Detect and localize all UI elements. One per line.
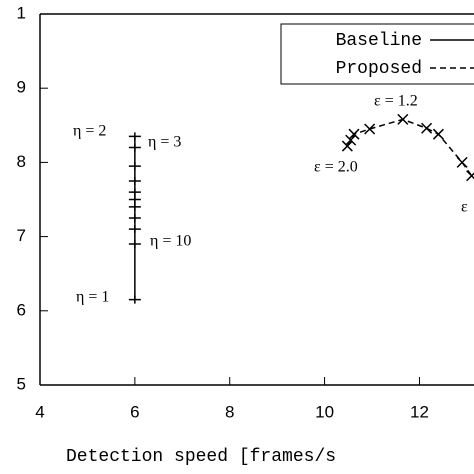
marker <box>128 240 141 249</box>
legend-label: Baseline <box>336 31 422 51</box>
x-tick-label: 10 <box>315 402 334 421</box>
marker <box>128 176 141 185</box>
marker <box>341 140 353 152</box>
y-tick-label: 6 <box>17 300 26 319</box>
marker <box>432 128 444 140</box>
annotation: η = 1 <box>76 289 109 306</box>
marker <box>421 122 433 134</box>
annotation: ε = 1.2 <box>374 93 418 110</box>
legend-label: Proposed <box>336 59 422 79</box>
marker <box>348 128 360 140</box>
x-tick-label: 8 <box>225 402 234 421</box>
plot-area <box>128 113 474 304</box>
marker <box>128 132 141 141</box>
annotation: η = 3 <box>148 134 181 151</box>
x-tick-label: 6 <box>130 402 139 421</box>
x-tick-label: 12 <box>410 402 429 421</box>
marker <box>128 143 141 152</box>
marker <box>128 188 141 197</box>
annotation: η = 10 <box>150 233 191 250</box>
marker <box>345 134 357 146</box>
y-tick-label: 8 <box>17 152 26 171</box>
marker <box>128 225 141 234</box>
annotation: η = 2 <box>73 123 106 140</box>
x-axis-label: Detection speed [frames/s <box>66 447 336 467</box>
marker <box>397 113 409 125</box>
marker <box>128 214 141 223</box>
marker <box>128 202 141 211</box>
y-tick-label: 1 <box>17 3 26 22</box>
annotation: ε <box>461 199 468 216</box>
y-tick-label: 7 <box>17 226 26 245</box>
marker <box>128 195 141 204</box>
series-line <box>346 118 473 177</box>
marker <box>456 156 468 168</box>
legend-box <box>280 23 474 85</box>
marker <box>128 295 141 304</box>
marker <box>128 162 141 171</box>
marker <box>364 123 376 135</box>
annotation: ε = 2.0 <box>314 159 358 176</box>
y-tick-label: 5 <box>17 374 26 393</box>
x-tick-label: 4 <box>35 402 44 421</box>
marker <box>466 170 474 182</box>
y-tick-label: 9 <box>17 78 26 97</box>
